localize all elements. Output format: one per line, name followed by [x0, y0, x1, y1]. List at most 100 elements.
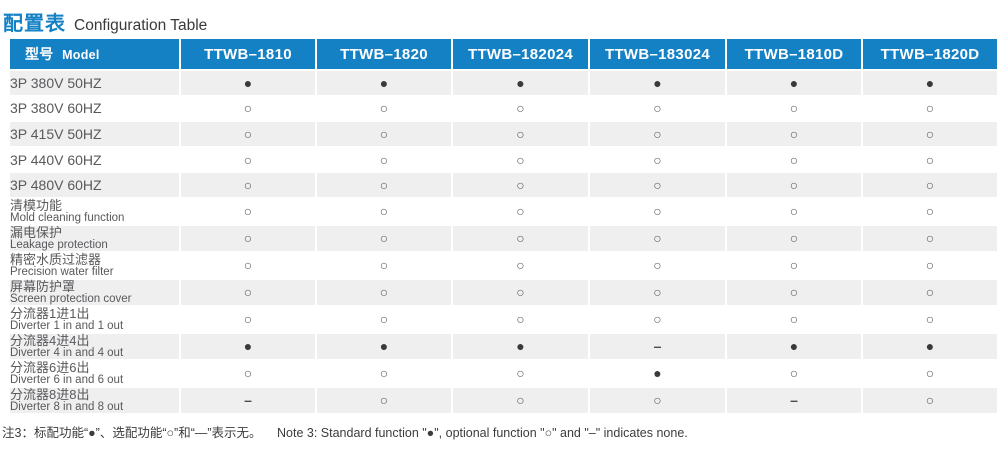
config-cell-hollow: ○ — [588, 145, 727, 174]
page-title-en: Configuration Table — [74, 17, 208, 34]
config-cell-hollow: ○ — [315, 94, 453, 123]
footnote-zh: 注3：标配功能“●”、选配功能“○”和“—”表示无。 — [2, 425, 262, 440]
column-header-ttwb-1810: TTWB–1810 — [179, 37, 317, 71]
column-header-ttwb-183024: TTWB–183024 — [588, 37, 727, 71]
row-label: 3P 380V 60HZ — [8, 94, 181, 123]
config-cell-hollow: ○ — [588, 94, 727, 123]
config-cell-hollow: ○ — [861, 277, 999, 307]
config-cell-solid: ● — [315, 331, 453, 361]
config-cell-solid: ● — [861, 69, 999, 97]
config-cell-hollow: ○ — [588, 277, 727, 307]
config-cell-hollow: ○ — [861, 223, 999, 253]
table-row: 漏电保护 Leakage protection ○ ○ ○ ○ ○ ○ — [8, 223, 999, 253]
config-cell-hollow: ○ — [315, 120, 453, 148]
config-cell-hollow: ○ — [179, 250, 317, 280]
config-cell-hollow: ○ — [179, 120, 317, 148]
config-cell-hollow: ○ — [315, 196, 453, 226]
config-cell-hollow: ○ — [725, 145, 863, 174]
config-cell-hollow: ○ — [451, 277, 590, 307]
config-cell-hollow: ○ — [451, 250, 590, 280]
config-cell-hollow: ○ — [861, 385, 999, 415]
config-cell-hollow: ○ — [725, 250, 863, 280]
config-cell-solid: ● — [315, 69, 453, 97]
config-cell-hollow: ○ — [588, 385, 727, 415]
config-cell-hollow: ○ — [315, 277, 453, 307]
row-label: 清模功能 Mold cleaning function — [8, 196, 181, 226]
config-cell-hollow: ○ — [315, 171, 453, 199]
row-label: 分流器8进8出 Diverter 8 in and 8 out — [8, 385, 181, 415]
config-cell-hollow: ○ — [451, 223, 590, 253]
table-header-row: 型号 Model TTWB–1810 TTWB–1820 TTWB–182024… — [8, 37, 999, 71]
table-row: 分流器8进8出 Diverter 8 in and 8 out – ○ ○ ○ – ○ — [8, 385, 999, 415]
config-cell-hollow: ○ — [861, 145, 999, 174]
config-cell-hollow: ○ — [179, 277, 317, 307]
table-row: 3P 480V 60HZ ○ ○ ○ ○ ○ ○ — [8, 171, 999, 199]
config-cell-hollow: ○ — [588, 120, 727, 148]
config-cell-hollow: ○ — [588, 304, 727, 334]
config-cell-hollow: ○ — [451, 94, 590, 123]
model-label-zh: 型号 — [25, 46, 54, 62]
config-cell-hollow: ○ — [588, 250, 727, 280]
config-cell-hollow: ○ — [725, 223, 863, 253]
column-header-ttwb-1820: TTWB–1820 — [315, 37, 453, 71]
config-cell-hollow: ○ — [725, 196, 863, 226]
table-row: 屏幕防护罩 Screen protection cover ○ ○ ○ ○ ○ ○ — [8, 277, 999, 307]
config-cell-solid: ● — [861, 331, 999, 361]
config-table-body: 3P 380V 50HZ ● ● ● ● ● ● 3P 380V 60HZ ○ ○ ○ ○ ○ ○ 3P 4… — [8, 69, 999, 415]
config-cell-hollow: ○ — [861, 94, 999, 123]
config-cell-solid: ● — [451, 69, 590, 97]
config-cell-hollow: ○ — [861, 304, 999, 334]
config-cell-dash: – — [588, 331, 727, 361]
table-row: 精密水质过滤器 Precision water filter ○ ○ ○ ○ ○ ○ — [8, 250, 999, 280]
config-cell-hollow: ○ — [451, 304, 590, 334]
config-cell-hollow: ○ — [451, 196, 590, 226]
row-label: 3P 380V 50HZ — [8, 69, 181, 97]
config-cell-hollow: ○ — [179, 171, 317, 199]
table-row: 清模功能 Mold cleaning function ○ ○ ○ ○ ○ ○ — [8, 196, 999, 226]
row-label: 分流器4进4出 Diverter 4 in and 4 out — [8, 331, 181, 361]
table-row: 分流器6进6出 Diverter 6 in and 6 out ○ ○ ○ ● ○ ○ — [8, 358, 999, 388]
table-row: 3P 380V 60HZ ○ ○ ○ ○ ○ ○ — [8, 94, 999, 123]
row-label: 3P 480V 60HZ — [8, 171, 181, 199]
config-cell-hollow: ○ — [725, 171, 863, 199]
config-cell-hollow: ○ — [861, 120, 999, 148]
table-row: 分流器4进4出 Diverter 4 in and 4 out ● ● ● – ● ● — [8, 331, 999, 361]
config-cell-hollow: ○ — [725, 358, 863, 388]
page-title-zh: 配置表 — [3, 13, 66, 35]
config-cell-dash: – — [179, 385, 317, 415]
config-cell-hollow: ○ — [315, 304, 453, 334]
config-cell-hollow: ○ — [451, 145, 590, 174]
table-row: 3P 380V 50HZ ● ● ● ● ● ● — [8, 69, 999, 97]
config-cell-hollow: ○ — [179, 145, 317, 174]
model-label-en: Model — [62, 48, 100, 62]
config-cell-hollow: ○ — [315, 358, 453, 388]
column-header-model: 型号 Model — [8, 37, 181, 71]
config-cell-hollow: ○ — [315, 145, 453, 174]
configuration-table: 型号 Model TTWB–1810 TTWB–1820 TTWB–182024… — [8, 37, 999, 415]
row-label: 屏幕防护罩 Screen protection cover — [8, 277, 181, 307]
config-cell-hollow: ○ — [451, 385, 590, 415]
column-header-ttwb-182024: TTWB–182024 — [451, 37, 590, 71]
config-cell-hollow: ○ — [588, 196, 727, 226]
config-cell-solid: ● — [179, 331, 317, 361]
config-cell-solid: ● — [179, 69, 317, 97]
config-cell-hollow: ○ — [861, 196, 999, 226]
table-row: 3P 415V 50HZ ○ ○ ○ ○ ○ ○ — [8, 120, 999, 148]
page-title: 配置表 Configuration Table — [3, 7, 1000, 37]
footnote: 注3：标配功能“●”、选配功能“○”和“—”表示无。 Note 3: Stand… — [2, 422, 1000, 441]
column-header-ttwb-1820d: TTWB–1820D — [861, 37, 999, 71]
row-label: 漏电保护 Leakage protection — [8, 223, 181, 253]
config-cell-hollow: ○ — [588, 171, 727, 199]
config-cell-hollow: ○ — [179, 94, 317, 123]
row-label: 分流器1进1出 Diverter 1 in and 1 out — [8, 304, 181, 334]
row-label: 精密水质过滤器 Precision water filter — [8, 250, 181, 280]
footnote-en: Note 3: Standard function "●", optional … — [277, 425, 688, 440]
config-cell-hollow: ○ — [315, 223, 453, 253]
config-cell-hollow: ○ — [179, 304, 317, 334]
config-cell-solid: ● — [588, 69, 727, 97]
column-header-ttwb-1810d: TTWB–1810D — [725, 37, 863, 71]
config-cell-solid: ● — [451, 331, 590, 361]
config-cell-hollow: ○ — [861, 171, 999, 199]
config-cell-dash: – — [725, 385, 863, 415]
config-cell-hollow: ○ — [451, 358, 590, 388]
